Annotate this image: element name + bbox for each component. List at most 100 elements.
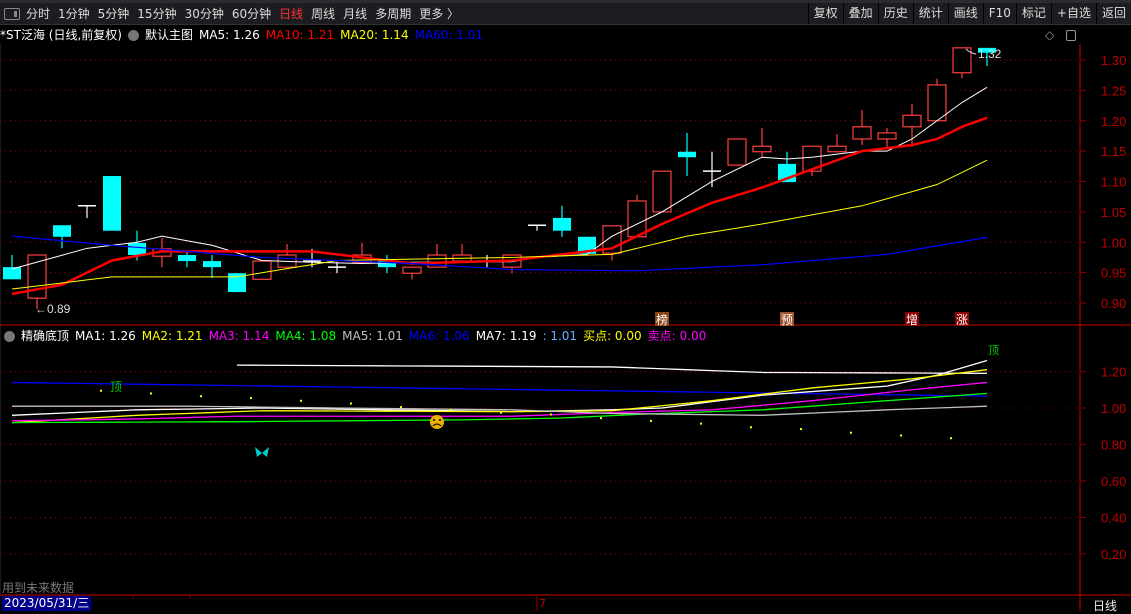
indicator-dropdown-icon[interactable] <box>4 331 15 342</box>
candle <box>927 78 947 122</box>
indicator-tick-label: 0.60 <box>1101 474 1126 489</box>
template-dropdown-icon[interactable] <box>127 30 139 41</box>
period-tab-10[interactable]: 更多 〉 <box>419 7 460 21</box>
indicator-legend-0: MA1: 1.26 <box>75 329 136 343</box>
event-marker[interactable]: 涨 <box>956 312 968 327</box>
candle <box>752 128 772 158</box>
panel-toggle-icon[interactable] <box>1066 30 1076 41</box>
ma-line-ma60 <box>11 235 988 272</box>
candle <box>528 224 546 231</box>
candle-body <box>203 261 221 268</box>
indicator-legend-7: : 1.01 <box>542 329 578 343</box>
indicator-legend-3: MA4: 1.08 <box>275 329 337 343</box>
signal-dot <box>950 437 952 440</box>
signal-dot <box>500 411 502 414</box>
candle <box>252 260 272 280</box>
event-marker[interactable]: 预 <box>781 313 793 327</box>
candle-body <box>978 47 996 53</box>
toolbar-button-8[interactable]: 返回 <box>1095 3 1131 24</box>
candle-body <box>402 266 422 274</box>
event-marker[interactable]: 榜 <box>656 312 668 327</box>
indicator-line-ma3 <box>11 381 988 422</box>
diamond-icon[interactable]: ◇ <box>1045 28 1055 42</box>
candle-body <box>952 47 972 74</box>
period-tab-7[interactable]: 周线 <box>311 7 336 21</box>
signal-dot <box>850 431 852 434</box>
event-marker-bg[interactable] <box>905 312 919 326</box>
candle-body <box>802 145 822 172</box>
price-tick-label: 1.25 <box>1101 83 1126 98</box>
toolbar-button-6[interactable]: 标记 <box>1015 3 1051 24</box>
candle <box>852 109 872 146</box>
candle <box>328 261 346 274</box>
indicator-header: 精确底顶 MA1: 1.26 MA2: 1.21 MA3: 1.14 MA4: 1.0… <box>0 327 1080 344</box>
candle-body <box>3 267 21 280</box>
indicator-legend-2: MA3: 1.14 <box>208 329 270 343</box>
price-tick-label: 1.10 <box>1101 175 1126 190</box>
top-toolbar: 分时 1分钟 5分钟 15分钟 30分钟 60分钟 日线 周线 月线 多周期 更多 〉 复权 叠加 历史… <box>0 0 1131 25</box>
price-tick-label: 1.30 <box>1101 53 1126 68</box>
toolbar-button-4[interactable]: 画线 <box>947 3 983 24</box>
candle-body <box>553 217 571 231</box>
signal-dot <box>700 422 702 425</box>
period-tab-8[interactable]: 月线 <box>343 7 368 21</box>
legend-ma-0: MA5: 1.26 <box>198 27 260 42</box>
candle-body <box>178 255 196 262</box>
candle <box>952 47 972 79</box>
candle-body <box>678 151 696 158</box>
indicator-line-ma2 <box>11 369 988 424</box>
candle-body <box>578 236 596 254</box>
period-tab-9[interactable]: 多周期 <box>375 7 412 21</box>
candle <box>877 128 897 147</box>
toolbar-button-0[interactable]: 复权 <box>807 3 843 24</box>
stock-title: *ST泛海 (日线,前复权) <box>0 28 122 42</box>
signal-dot <box>800 428 802 431</box>
indicator-line-ma4 <box>11 392 988 424</box>
event-marker[interactable]: 增 <box>906 313 918 327</box>
ma-legend: MA5: 1.26 MA10: 1.21 MA20: 1.14 MA60: 1.01 <box>199 28 489 42</box>
low-price-label: ←0.89 <box>35 302 71 316</box>
toolbar-button-2[interactable]: 历史 <box>877 3 913 24</box>
indicator-legend-4: MA5: 1.01 <box>342 329 403 343</box>
period-tab-5[interactable]: 60分钟 <box>231 7 272 21</box>
toolbar-button-3[interactable]: 统计 <box>912 3 948 24</box>
candle <box>203 255 221 279</box>
price-tick-label: 1.15 <box>1101 144 1126 159</box>
indicator-line-ma7 <box>236 364 988 374</box>
template-name[interactable]: 默认主图 <box>144 28 193 42</box>
candle-body <box>53 225 71 237</box>
toolbar-button-7[interactable]: +自选 <box>1050 3 1096 24</box>
candle <box>727 138 747 166</box>
candle <box>553 205 571 237</box>
candle <box>78 205 96 218</box>
high-arrow-icon <box>965 48 977 55</box>
toolbar-button-5[interactable]: F10 <box>982 3 1016 24</box>
price-tick-label: 0.90 <box>1101 296 1126 311</box>
signal-dot <box>900 434 902 437</box>
signal-dot <box>250 397 252 400</box>
period-tab-2[interactable]: 5分钟 <box>97 7 130 21</box>
period-tab-1[interactable]: 1分钟 <box>58 7 90 21</box>
legend-ma-1: MA10: 1.21 <box>265 27 335 42</box>
signal-dot <box>300 399 302 402</box>
period-tab-4[interactable]: 30分钟 <box>184 7 224 21</box>
event-marker-bg[interactable] <box>780 312 794 326</box>
indicator-name[interactable]: 精确底顶 <box>21 329 70 343</box>
candle-body <box>128 242 146 256</box>
candle-body <box>727 138 747 166</box>
candle-body <box>652 170 672 213</box>
sidebar-toggle-icon[interactable] <box>4 7 20 20</box>
indicator-line-ma5 <box>12 405 988 416</box>
period-tab-0[interactable]: 分时 <box>26 7 51 21</box>
legend-ma-2: MA20: 1.14 <box>340 27 409 42</box>
candle-body <box>927 84 947 122</box>
toolbar-button-1[interactable]: 叠加 <box>842 3 878 24</box>
period-tab-6[interactable]: 日线 <box>279 7 304 21</box>
signal-dot <box>550 413 552 416</box>
event-marker-bg[interactable] <box>955 312 969 326</box>
ma-line-ma20 <box>11 159 988 290</box>
indicator-legend-1: MA2: 1.21 <box>141 329 203 343</box>
event-marker-bg[interactable] <box>655 312 669 326</box>
period-tab-3[interactable]: 15分钟 <box>137 7 177 21</box>
